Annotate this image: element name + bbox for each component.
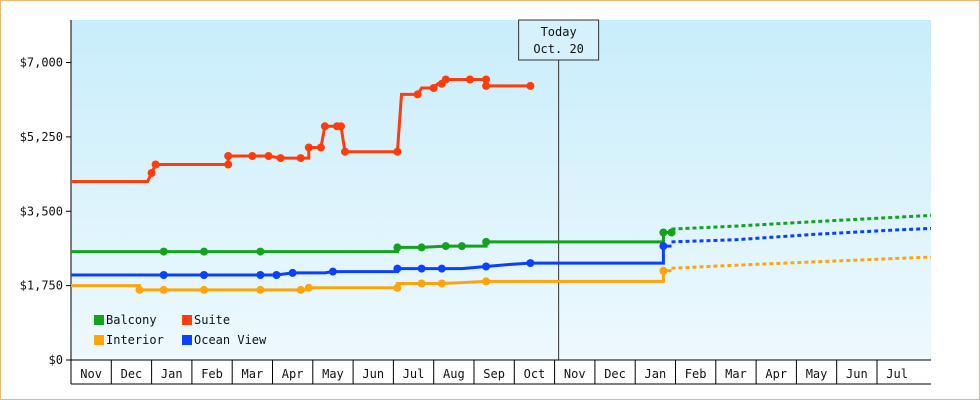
- legend-label-interior: Interior: [106, 333, 164, 347]
- balcony-point[interactable]: [200, 247, 208, 256]
- interior-point[interactable]: [304, 283, 313, 292]
- interior-point[interactable]: [659, 266, 668, 275]
- suite-point[interactable]: [320, 122, 329, 131]
- interior-projection-line: [671, 255, 931, 270]
- ocean-view-point[interactable]: [272, 271, 281, 279]
- legend-swatch-interior: [94, 335, 104, 345]
- legend-label-suite: Suite: [194, 313, 230, 327]
- balcony-point[interactable]: [159, 247, 168, 256]
- interior-point[interactable]: [482, 277, 491, 286]
- y-tick-label: $7,000: [20, 56, 63, 70]
- ocean-view-projection-line: [671, 226, 931, 244]
- suite-point[interactable]: [296, 154, 305, 163]
- interior-point[interactable]: [256, 285, 265, 294]
- suite-point[interactable]: [248, 152, 257, 160]
- x-tick-label: Jan: [161, 367, 183, 381]
- x-tick-label: Jun: [362, 367, 384, 381]
- suite-point[interactable]: [224, 152, 233, 160]
- interior-point[interactable]: [417, 279, 426, 288]
- suite-point[interactable]: [337, 122, 345, 131]
- ocean-view-point[interactable]: [288, 268, 297, 277]
- series-group: [71, 75, 931, 294]
- ocean-view-point[interactable]: [659, 242, 668, 251]
- suite-point[interactable]: [264, 152, 273, 160]
- x-tick-label: Jul: [403, 367, 425, 381]
- suite-point[interactable]: [482, 81, 491, 90]
- x-tick-label: Apr: [765, 367, 787, 381]
- x-tick-label: Mar: [725, 367, 747, 381]
- y-tick-label: $5,250: [20, 130, 63, 144]
- x-tick-label: Feb: [685, 367, 707, 381]
- legend-swatch-suite: [182, 315, 192, 325]
- ocean-view-point[interactable]: [482, 262, 491, 271]
- suite-point[interactable]: [429, 84, 438, 92]
- ocean-view-point[interactable]: [200, 271, 208, 279]
- suite-point[interactable]: [316, 143, 325, 152]
- suite-point[interactable]: [466, 75, 474, 84]
- y-tick-label: $1,750: [20, 279, 63, 293]
- ocean-view-point[interactable]: [417, 264, 426, 273]
- y-tick-label: $3,500: [20, 204, 63, 218]
- suite-point[interactable]: [441, 75, 450, 84]
- balcony-point[interactable]: [441, 242, 450, 251]
- x-tick-label: Dec: [604, 367, 626, 381]
- x-tick-label: Jun: [846, 367, 868, 381]
- balcony-point[interactable]: [417, 243, 426, 252]
- x-tick-label: May: [806, 367, 828, 381]
- balcony-point[interactable]: [256, 247, 265, 256]
- legend-swatch-ocean-view: [182, 335, 192, 345]
- interior-point[interactable]: [296, 285, 305, 294]
- balcony-line: [71, 231, 672, 254]
- x-tick-label: Oct: [524, 367, 546, 381]
- x-tick-label: Feb: [201, 367, 223, 381]
- interior-point[interactable]: [135, 285, 144, 294]
- legend-swatch-balcony: [94, 315, 104, 325]
- interior-point[interactable]: [200, 285, 208, 294]
- y-tick-label: $0: [49, 353, 63, 367]
- x-tick-label: Sep: [483, 367, 505, 381]
- suite-point[interactable]: [482, 75, 491, 84]
- suite-point[interactable]: [151, 160, 160, 169]
- x-tick-label: May: [322, 367, 344, 381]
- plot-area: [71, 20, 931, 360]
- ocean-view-point[interactable]: [437, 264, 446, 273]
- legend-label-balcony: Balcony: [106, 313, 157, 327]
- ocean-view-point[interactable]: [393, 264, 402, 273]
- balcony-point[interactable]: [393, 243, 402, 252]
- x-tick-label: Apr: [282, 367, 304, 381]
- balcony-point[interactable]: [659, 228, 668, 237]
- interior-point[interactable]: [159, 285, 168, 294]
- ocean-view-point[interactable]: [159, 271, 168, 279]
- balcony-projection-line: [671, 213, 931, 231]
- interior-point[interactable]: [437, 279, 446, 288]
- today-label: Today: [541, 25, 577, 39]
- ocean-view-point[interactable]: [256, 271, 265, 279]
- suite-point[interactable]: [393, 147, 402, 156]
- x-tick-label: Jul: [886, 367, 908, 381]
- ocean-view-point[interactable]: [526, 259, 535, 268]
- suite-point[interactable]: [341, 147, 349, 156]
- suite-point[interactable]: [147, 169, 156, 177]
- x-tick-label: Jan: [645, 367, 667, 381]
- x-tick-label: Nov: [80, 367, 102, 381]
- interior-point[interactable]: [393, 283, 402, 292]
- suite-point[interactable]: [224, 160, 233, 169]
- today-box: [518, 19, 600, 61]
- balcony-point[interactable]: [667, 228, 676, 237]
- suite-point[interactable]: [276, 154, 285, 163]
- x-tick-label: Aug: [443, 367, 465, 381]
- suite-point[interactable]: [304, 143, 313, 152]
- x-tick-label: Mar: [242, 367, 264, 381]
- ocean-view-point[interactable]: [328, 267, 337, 276]
- legend-label-ocean-view: Ocean View: [194, 333, 267, 347]
- suite-point[interactable]: [526, 81, 535, 90]
- x-tick-label: Nov: [564, 367, 586, 381]
- today-date-label: Oct. 20: [533, 42, 584, 56]
- balcony-point[interactable]: [482, 237, 491, 246]
- suite-point[interactable]: [413, 90, 422, 99]
- x-tick-label: Dec: [121, 367, 143, 381]
- balcony-point[interactable]: [457, 242, 466, 251]
